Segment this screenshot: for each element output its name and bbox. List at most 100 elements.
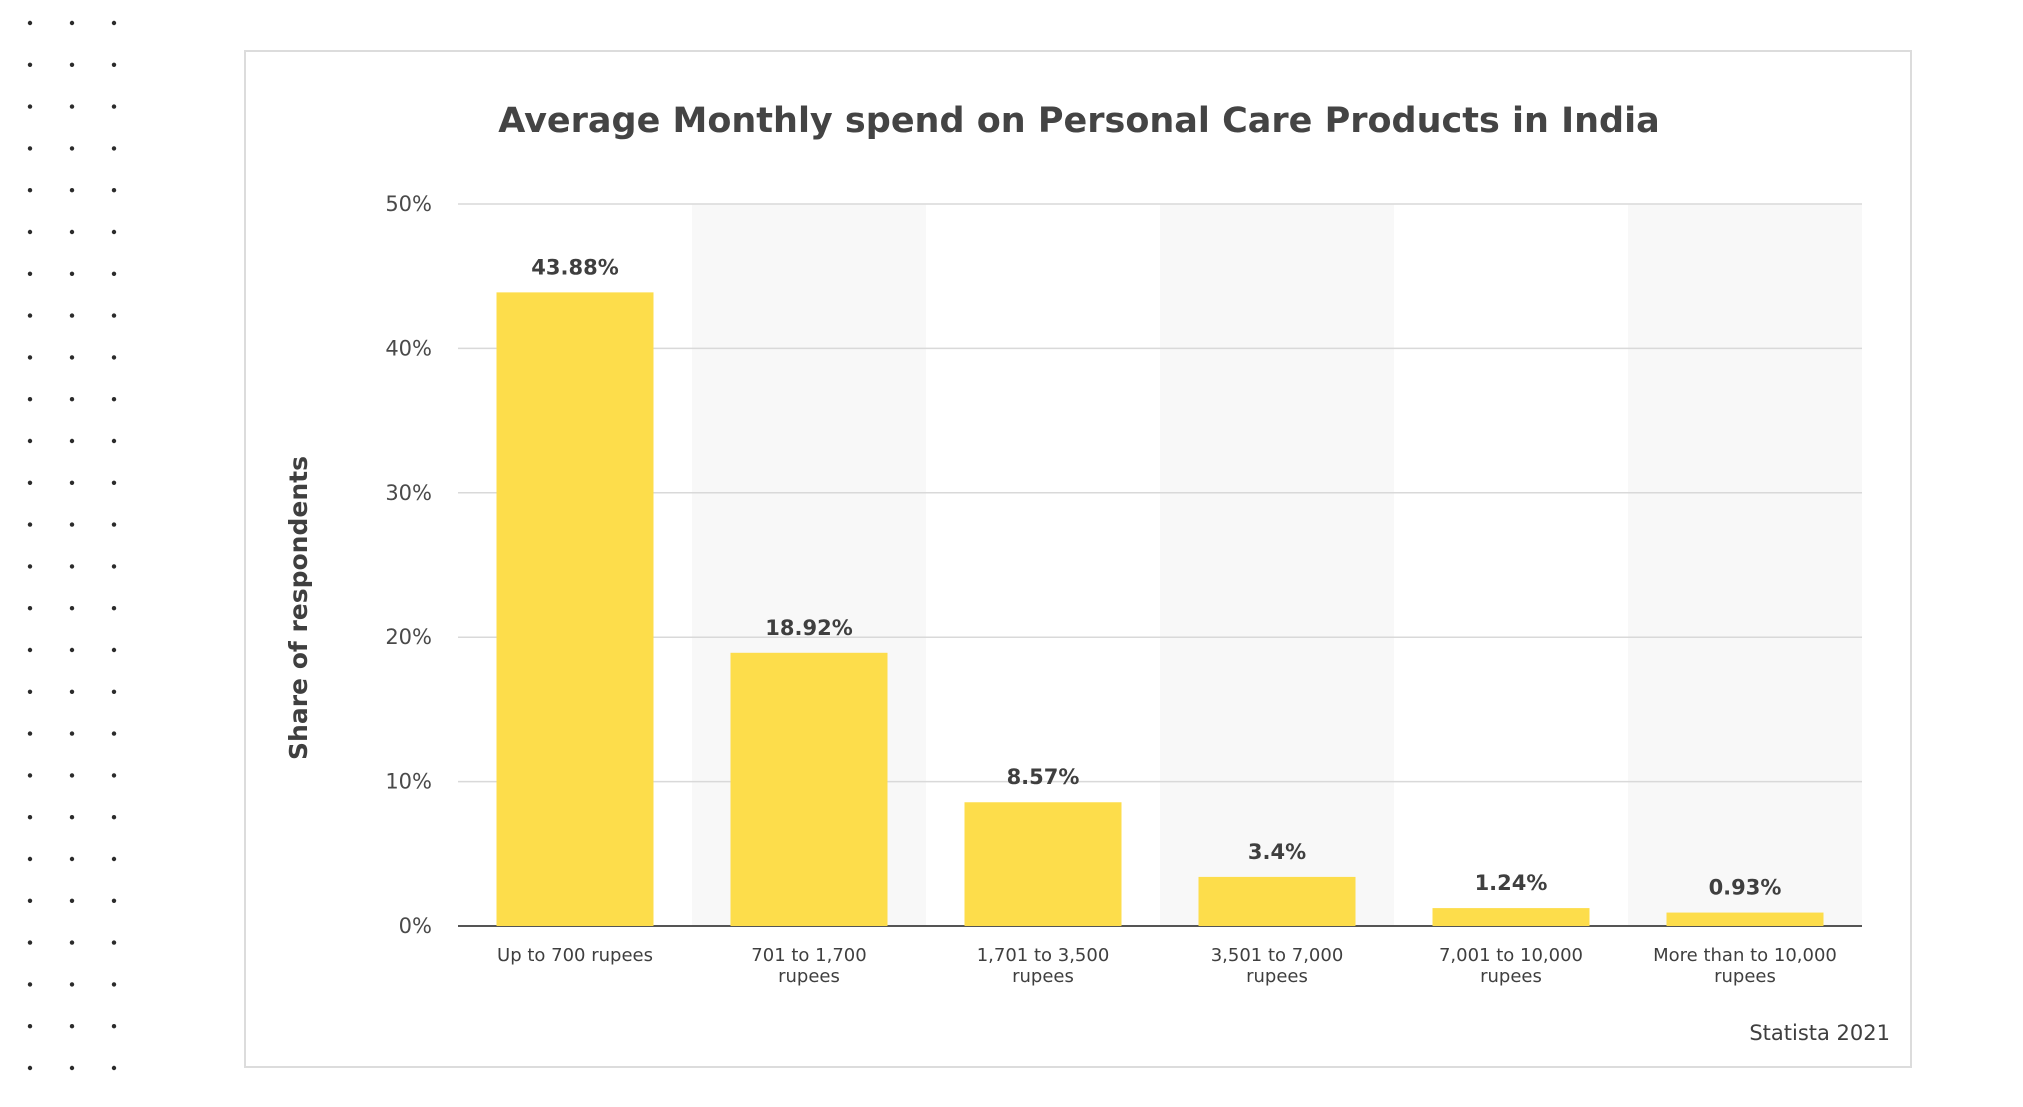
decorative-dot xyxy=(111,856,117,862)
decorative-dot xyxy=(27,355,33,360)
bars xyxy=(496,292,1824,926)
bar xyxy=(1432,908,1590,926)
decorative-dot xyxy=(69,940,75,945)
category-band xyxy=(1628,204,1862,926)
decorative-dot xyxy=(111,982,117,987)
y-tick-label: 0% xyxy=(399,914,432,938)
decorative-dot xyxy=(27,271,33,276)
data-label: 3.4% xyxy=(1248,840,1306,864)
x-category-label: Up to 700 rupees xyxy=(497,945,653,966)
category-band xyxy=(1160,204,1394,926)
y-tick-label: 10% xyxy=(385,770,432,794)
decorative-dot xyxy=(111,564,117,569)
decorative-dot xyxy=(27,606,33,611)
data-label: 1.24% xyxy=(1475,871,1548,895)
decorative-dot xyxy=(111,188,117,193)
decorative-dot xyxy=(69,355,75,360)
decorative-dot xyxy=(69,1065,75,1071)
decorative-dot xyxy=(27,313,33,318)
grid-lines xyxy=(458,203,1862,927)
decorative-dot xyxy=(69,104,75,109)
decorative-dot xyxy=(111,606,117,611)
decorative-dot xyxy=(27,689,33,694)
decorative-dot xyxy=(111,397,117,402)
decorative-dot xyxy=(69,647,75,653)
bar xyxy=(1666,912,1824,926)
source-credit: Statista 2021 xyxy=(1749,1021,1890,1045)
decorative-dot xyxy=(69,313,75,318)
x-category-label: 701 to 1,700 xyxy=(751,945,866,966)
alternating-bands xyxy=(692,204,1862,926)
decorative-dot xyxy=(69,564,75,569)
decorative-dot xyxy=(69,1023,75,1029)
x-category-label: 3,501 to 7,000 xyxy=(1211,945,1344,966)
decorative-dot-pattern xyxy=(27,20,117,1071)
decorative-dot xyxy=(111,146,117,151)
decorative-dot xyxy=(27,940,33,945)
x-category-label: rupees xyxy=(1714,966,1776,987)
decorative-dot xyxy=(27,647,33,653)
x-category-labels: Up to 700 rupees 701 to 1,700rupees1,701 … xyxy=(497,945,1837,987)
y-tick-label: 30% xyxy=(385,481,432,505)
x-category-label: rupees xyxy=(1246,966,1308,987)
y-tick-label: 40% xyxy=(385,336,432,360)
decorative-dot xyxy=(69,62,75,67)
decorative-dot xyxy=(111,20,117,26)
x-category-label: rupees xyxy=(778,966,840,987)
bar xyxy=(496,292,654,926)
decorative-dot xyxy=(111,940,117,945)
decorative-dot xyxy=(69,606,75,611)
decorative-dot xyxy=(27,982,33,987)
decorative-dot xyxy=(69,397,75,402)
x-category-label: rupees xyxy=(1012,966,1074,987)
decorative-dot xyxy=(69,146,75,151)
decorative-dot xyxy=(69,480,75,485)
x-category-label: 1,701 to 3,500 xyxy=(977,945,1110,966)
x-category-label: rupees xyxy=(1480,966,1542,987)
decorative-dot xyxy=(111,689,117,694)
decorative-dot xyxy=(27,104,33,109)
decorative-dot xyxy=(27,146,33,151)
y-tick-label: 50% xyxy=(385,192,432,216)
decorative-dot xyxy=(69,229,75,235)
decorative-dot xyxy=(69,689,75,694)
y-axis-label: Share of respondents xyxy=(284,456,313,760)
decorative-dot xyxy=(27,188,33,193)
decorative-dot xyxy=(111,815,117,820)
decorative-dot xyxy=(111,355,117,360)
decorative-dot xyxy=(111,647,117,653)
y-tick-label: 20% xyxy=(385,625,432,649)
data-label: 43.88% xyxy=(531,255,618,279)
decorative-dot xyxy=(69,438,75,444)
decorative-dot xyxy=(27,480,33,485)
decorative-dot xyxy=(111,773,117,778)
bar xyxy=(730,652,888,926)
decorative-dot xyxy=(27,856,33,862)
data-labels: 43.88% 18.92% 8.57% 3.4% 1.24% 0.93% xyxy=(531,255,1781,899)
decorative-dot xyxy=(27,1065,33,1071)
data-label: 18.92% xyxy=(765,616,852,640)
decorative-dot xyxy=(27,397,33,402)
chart-card: 43.88% 18.92% 8.57% 3.4% 1.24% 0.93% 0% 10% 20%… xyxy=(244,50,1912,1068)
bar xyxy=(1198,876,1356,926)
decorative-dot xyxy=(27,564,33,569)
x-category-label: More than to 10,000 xyxy=(1653,945,1837,966)
decorative-dot xyxy=(111,731,117,736)
decorative-dot xyxy=(111,522,117,527)
decorative-dot xyxy=(111,62,117,67)
decorative-dot xyxy=(111,438,117,444)
decorative-dot xyxy=(69,271,75,276)
decorative-dot xyxy=(69,982,75,987)
decorative-dot xyxy=(27,1023,33,1029)
decorative-dot xyxy=(27,62,33,67)
decorative-dot xyxy=(27,773,33,778)
chart-title: Average Monthly spend on Personal Care P… xyxy=(498,101,1659,141)
decorative-dot xyxy=(27,898,33,903)
decorative-dot xyxy=(111,898,117,903)
decorative-dot xyxy=(69,815,75,820)
y-tick-labels: 0% 10% 20% 30% 40% 50% xyxy=(385,192,432,938)
decorative-dot xyxy=(69,20,75,26)
decorative-dot xyxy=(27,815,33,820)
decorative-dot xyxy=(69,731,75,736)
decorative-dot xyxy=(27,20,33,26)
